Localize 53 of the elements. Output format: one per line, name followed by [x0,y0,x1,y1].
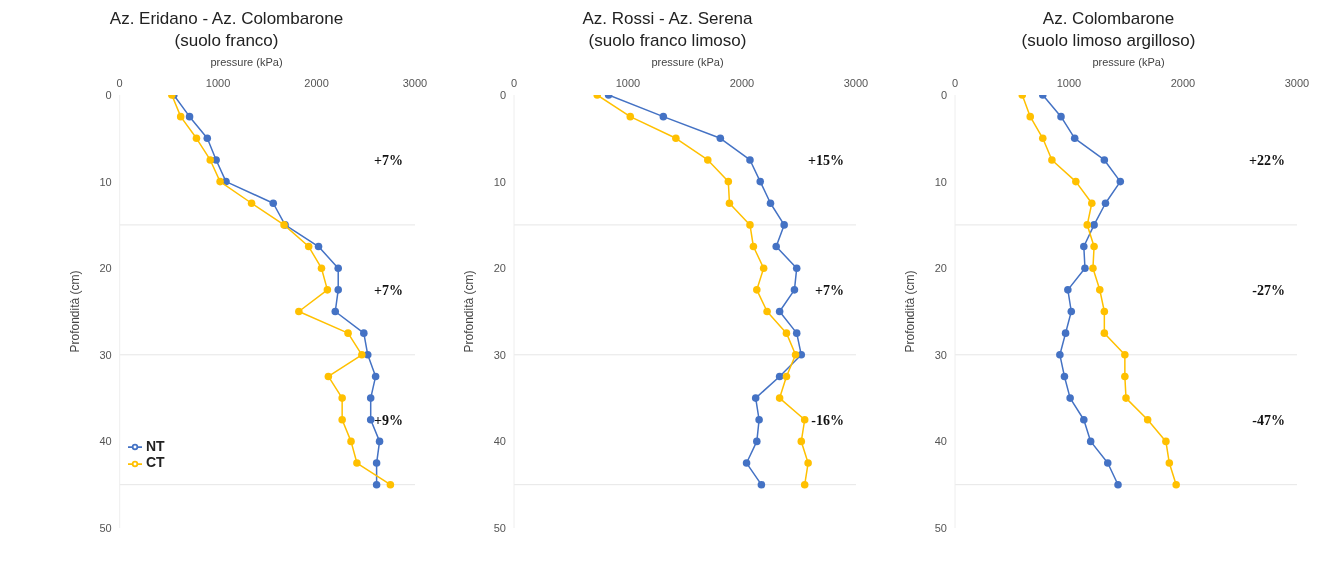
x-axis-title: pressure (kPa) [1091,56,1166,68]
x-tick-label: 2000 [1170,77,1196,89]
y-tick-label: 50 [99,521,112,534]
x-tick-label: 1000 [615,77,641,89]
x-tick-label: 3000 [843,77,869,89]
y-tick-label: 10 [99,175,112,188]
x-tick-label: 1000 [1056,77,1082,89]
y-tick-label: 0 [940,88,947,101]
y-tick-label: 30 [934,348,947,361]
x-tick-label: 3000 [1284,77,1310,89]
chart-title: Az. Rossi - Az. Serena [581,8,754,30]
y-axis-title: Profondità (cm) [462,270,477,353]
annotation: +7% [374,282,403,298]
x-tick-label: 1000 [205,77,231,89]
y-tick-label: 0 [105,88,112,101]
x-axis-title: pressure (kPa) [650,56,725,68]
annotation: +7% [374,152,403,168]
y-tick-label: 50 [934,521,947,534]
y-tick-label: 10 [934,175,947,188]
y-tick-label: 50 [493,521,506,534]
x-tick-label: 2000 [729,77,755,89]
y-tick-label: 20 [493,262,506,275]
annotation: +15% [808,152,844,168]
y-tick-label: 20 [99,262,112,275]
x-tick-label: 0 [510,77,518,89]
x-tick-label: 3000 [402,77,428,89]
annotation: +22% [1249,152,1285,168]
x-tick-label: 2000 [304,77,329,89]
x-tick-label: 0 [951,77,959,89]
y-axis-title: Profondità (cm) [903,270,918,353]
annotation: -47% [1252,412,1285,428]
x-tick-label: 0 [116,77,123,89]
y-tick-label: 40 [493,435,506,448]
x-axis-title: pressure (kPa) [209,56,284,68]
annotation: +9% [374,412,403,428]
y-tick-label: 0 [499,88,506,101]
legend-label: NT [146,438,165,454]
y-tick-label: 30 [99,348,112,361]
chart-title: Az. Eridano - Az. Colombarone [108,8,345,30]
legend-label: CT [146,454,165,471]
y-axis-title: Profondità (cm) [67,270,82,353]
chart-subtitle: (suolo franco) [173,30,280,52]
y-tick-label: 30 [493,348,506,361]
annotation: -16% [811,412,844,428]
chart-subtitle: (suolo limoso argilloso) [1020,30,1197,52]
annotation: +7% [815,282,844,298]
y-tick-label: 10 [493,175,506,188]
chart-subtitle: (suolo franco limoso) [587,30,748,52]
annotation: -27% [1252,282,1285,298]
y-tick-label: 40 [99,435,112,448]
y-tick-label: 40 [934,435,947,448]
y-tick-label: 20 [934,262,947,275]
chart-title: Az. Colombarone [1041,8,1176,30]
